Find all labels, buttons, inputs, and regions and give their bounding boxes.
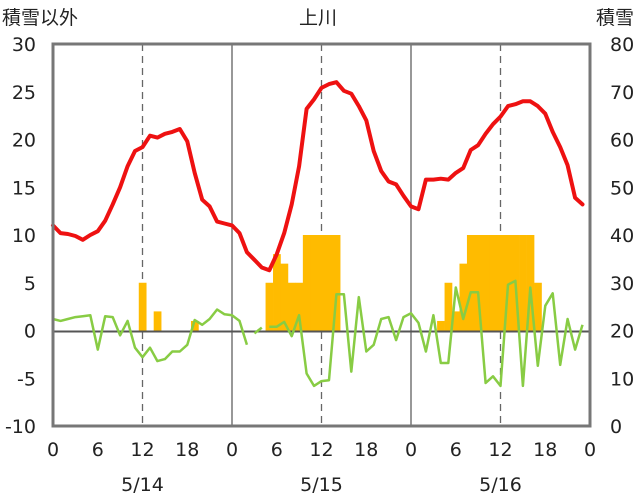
x-tick-label: 12: [130, 439, 154, 461]
temperature-series: [51, 80, 585, 273]
x-tick-label: 6: [450, 439, 462, 461]
bar: [489, 235, 498, 331]
bar: [534, 282, 542, 331]
bar: [138, 282, 147, 331]
bar: [437, 320, 445, 331]
bar: [526, 235, 535, 331]
bar: [310, 235, 319, 331]
plot-frame: [51, 42, 592, 428]
bar: [519, 235, 527, 331]
right-tick-label: 30: [610, 273, 634, 295]
right-tick-label: 70: [610, 82, 634, 104]
bar: [332, 235, 341, 331]
date-label: 5/16: [479, 474, 522, 496]
right-tick-label: 60: [610, 130, 634, 152]
bar: [265, 282, 274, 331]
wind-line: [253, 326, 263, 335]
right-tick-label: 80: [610, 34, 634, 56]
bar: [190, 320, 199, 331]
left-tick-label: 25: [12, 82, 36, 104]
left-tick-label: 0: [24, 321, 36, 343]
x-tick-label: 0: [584, 439, 596, 461]
x-tick-label: 18: [354, 439, 378, 461]
right-axis-ticks: 80 70 60 50 40 30 20 10 0: [610, 34, 634, 438]
right-axis-title: 積雪: [596, 7, 634, 29]
left-tick-label: 5: [24, 273, 36, 295]
x-tick-label: 12: [309, 439, 333, 461]
right-tick-label: 10: [610, 368, 634, 390]
left-tick-label: -5: [17, 368, 36, 390]
bar: [325, 235, 333, 331]
x-tick-label: 18: [533, 439, 557, 461]
bar: [302, 235, 311, 331]
x-tick-label: 6: [271, 439, 283, 461]
temperature-line: [51, 80, 585, 273]
bar: [466, 235, 475, 331]
x-tick-label: 0: [47, 439, 59, 461]
left-tick-label: 10: [12, 225, 36, 247]
bar: [287, 282, 296, 331]
left-axis-ticks: 30 25 20 15 10 5 0 -5 -10: [5, 34, 36, 438]
x-tick-label: 6: [92, 439, 104, 461]
wind-line: [269, 279, 584, 388]
bar: [273, 254, 281, 331]
bar: [280, 263, 289, 331]
bar: [452, 311, 460, 331]
right-tick-label: 0: [610, 416, 622, 438]
left-tick-label: -10: [5, 416, 36, 438]
x-tick-label: 18: [175, 439, 199, 461]
bar: [474, 235, 483, 331]
left-tick-label: 30: [12, 34, 36, 56]
date-labels: 5/14 5/15 5/16: [121, 474, 522, 496]
left-tick-label: 20: [12, 130, 36, 152]
x-axis-ticks: 0 6 12 18 0 6 12 18 0 6 12 18 0: [47, 439, 596, 461]
bar: [295, 282, 304, 331]
x-tick-label: 0: [405, 439, 417, 461]
grid: [141, 44, 502, 426]
bar: [153, 311, 162, 331]
wind-line: [52, 308, 249, 363]
bar: [496, 235, 505, 331]
bar: [317, 235, 326, 331]
date-label: 5/14: [121, 474, 164, 496]
bar: [504, 235, 512, 331]
chart-title: 上川: [299, 7, 337, 29]
right-tick-label: 50: [610, 177, 634, 199]
x-tick-label: 0: [226, 439, 238, 461]
right-tick-label: 40: [610, 225, 634, 247]
right-tick-label: 20: [610, 321, 634, 343]
bar: [444, 282, 453, 331]
x-tick-label: 12: [488, 439, 512, 461]
bar: [481, 235, 490, 331]
date-label: 5/15: [300, 474, 343, 496]
wind-series: [52, 279, 584, 388]
left-axis-title: 積雪以外: [2, 7, 78, 29]
bar: [459, 263, 468, 331]
left-tick-label: 15: [12, 177, 36, 199]
